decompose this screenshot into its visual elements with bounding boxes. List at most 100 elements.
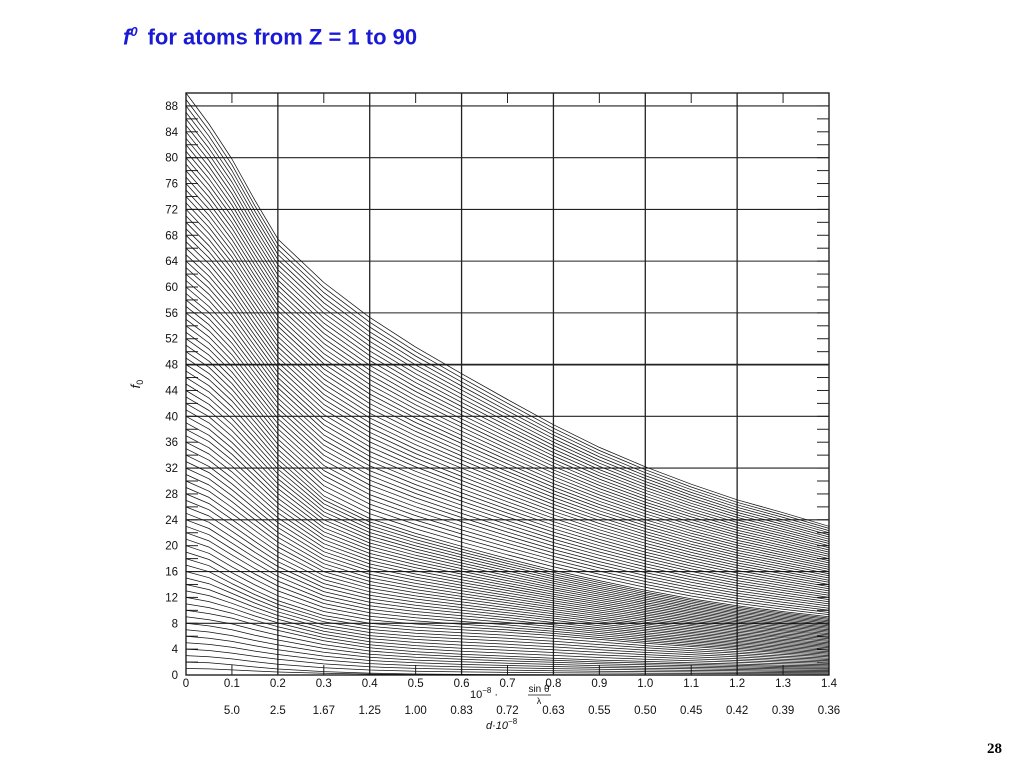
curve-z-88 — [185, 105, 830, 531]
curve-z-42 — [185, 403, 830, 625]
curve-z-61 — [185, 280, 830, 590]
d-tick-label: 0.39 — [772, 705, 794, 717]
curve-z-12 — [185, 597, 830, 664]
curve-z-24 — [185, 519, 830, 649]
d-tick-label: 0.50 — [634, 705, 656, 717]
curve-z-23 — [185, 525, 830, 650]
d-tick-label: 0.63 — [542, 705, 564, 717]
curve-z-41 — [185, 409, 830, 627]
curve-z-48 — [185, 364, 830, 618]
curve-z-8 — [185, 622, 830, 669]
y-tick-label: 80 — [165, 153, 178, 165]
slide-title: f0 for atoms from Z = 1 to 90 — [123, 24, 417, 50]
curve-z-57 — [185, 306, 830, 598]
d-tick-label: 1.67 — [313, 705, 335, 717]
y-axis-label: f0 — [128, 380, 145, 389]
y-tick-label: 44 — [165, 385, 178, 397]
curve-z-59 — [185, 293, 830, 594]
d-tick-label: 5.0 — [224, 705, 240, 717]
y-tick-label: 36 — [165, 437, 178, 449]
d-tick-label: 1.25 — [359, 705, 381, 717]
curve-z-5 — [185, 642, 830, 672]
curve-z-13 — [185, 590, 830, 663]
x-tick-label: 0.9 — [591, 678, 607, 690]
y-tick-label: 88 — [165, 101, 178, 113]
y-tick-label: 56 — [165, 308, 178, 320]
curve-z-86 — [185, 118, 830, 536]
y-tick-label: 16 — [165, 567, 178, 579]
y-tick-label: 72 — [165, 204, 178, 216]
curve-z-68 — [185, 235, 830, 575]
curve-z-36 — [185, 441, 830, 633]
curve-z-31 — [185, 474, 830, 640]
curve-z-25 — [185, 512, 830, 647]
y-tick-label: 52 — [165, 334, 178, 346]
curve-z-46 — [185, 377, 830, 620]
d-axis-label: d·10−8 — [486, 717, 518, 732]
curve-z-15 — [185, 577, 830, 660]
y-tick-label: 68 — [165, 230, 178, 242]
curve-z-40 — [185, 415, 830, 628]
curve-z-30 — [185, 480, 830, 641]
curve-z-75 — [185, 189, 830, 559]
curve-z-3 — [185, 655, 830, 675]
curve-z-72 — [185, 209, 830, 566]
y-tick-label: 64 — [165, 256, 178, 268]
curve-z-66 — [185, 247, 830, 579]
curve-z-17 — [185, 564, 830, 658]
d-tick-label: 0.42 — [726, 705, 748, 717]
curve-z-50 — [185, 351, 830, 613]
x-tick-label: 1.3 — [775, 678, 791, 690]
curve-z-34 — [185, 454, 830, 636]
x-tick-label: 1.2 — [729, 678, 745, 690]
y-tick-label: 40 — [165, 411, 178, 423]
y-tick-label: 76 — [165, 179, 178, 191]
curve-z-27 — [185, 500, 830, 645]
curve-z-4 — [185, 648, 830, 674]
curve-z-82 — [185, 144, 830, 544]
curve-z-77 — [185, 176, 830, 555]
y-tick-label: 84 — [165, 127, 178, 139]
page-number: 28 — [987, 741, 1002, 757]
curve-z-9 — [185, 616, 830, 668]
curve-z-6 — [185, 635, 830, 671]
curve-z-21 — [185, 538, 830, 653]
x-tick-label: 1.0 — [637, 678, 653, 690]
d-tick-label: 2.5 — [270, 705, 286, 717]
curve-z-16 — [185, 571, 830, 659]
x-tick-label: 1.4 — [821, 678, 838, 690]
curve-z-76 — [185, 183, 830, 557]
curve-z-89 — [185, 99, 830, 529]
title-superscript: 0 — [130, 24, 138, 39]
curve-z-43 — [185, 396, 830, 624]
curve-z-11 — [185, 603, 830, 666]
curve-z-47 — [185, 370, 830, 619]
curve-z-33 — [185, 461, 830, 637]
x-tick-label: 0.1 — [224, 678, 240, 690]
x-tick-label: 0.7 — [500, 678, 516, 690]
curve-z-35 — [185, 448, 830, 634]
title-symbol: f — [123, 24, 131, 50]
x-axis-label-numerator: sin θ — [528, 684, 550, 695]
curve-z-20 — [185, 545, 830, 654]
curve-z-64 — [185, 260, 830, 583]
curve-z-18 — [185, 558, 830, 656]
x-tick-label: 0.5 — [408, 678, 424, 690]
curve-z-28 — [185, 493, 830, 644]
y-tick-label: 24 — [165, 515, 178, 527]
y-tick-label: 32 — [165, 463, 178, 475]
y-tick-label: 20 — [165, 541, 178, 553]
curve-z-71 — [185, 215, 830, 568]
curve-z-7 — [185, 629, 830, 670]
curve-z-83 — [185, 138, 830, 542]
d-tick-label: 1.00 — [404, 705, 426, 717]
curve-z-85 — [185, 125, 830, 538]
curve-z-63 — [185, 267, 830, 585]
curve-z-65 — [185, 254, 830, 581]
curve-z-70 — [185, 222, 830, 570]
curve-z-37 — [185, 435, 830, 632]
curve-z-58 — [185, 299, 830, 596]
x-tick-label: 1.1 — [683, 678, 699, 690]
curve-z-81 — [185, 150, 830, 547]
